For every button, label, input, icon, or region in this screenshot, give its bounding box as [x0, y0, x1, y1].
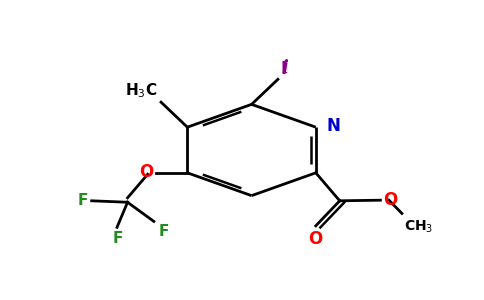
Text: N: N	[326, 117, 340, 135]
Text: I: I	[281, 60, 287, 78]
Text: O: O	[383, 190, 397, 208]
Text: i: i	[282, 59, 288, 77]
Text: O: O	[308, 230, 322, 248]
Text: F: F	[159, 224, 169, 239]
Text: F: F	[113, 231, 123, 246]
Text: F: F	[77, 193, 88, 208]
Text: O: O	[139, 163, 154, 181]
Text: CH$_3$: CH$_3$	[404, 219, 434, 235]
Text: H$_3$C: H$_3$C	[125, 81, 157, 100]
